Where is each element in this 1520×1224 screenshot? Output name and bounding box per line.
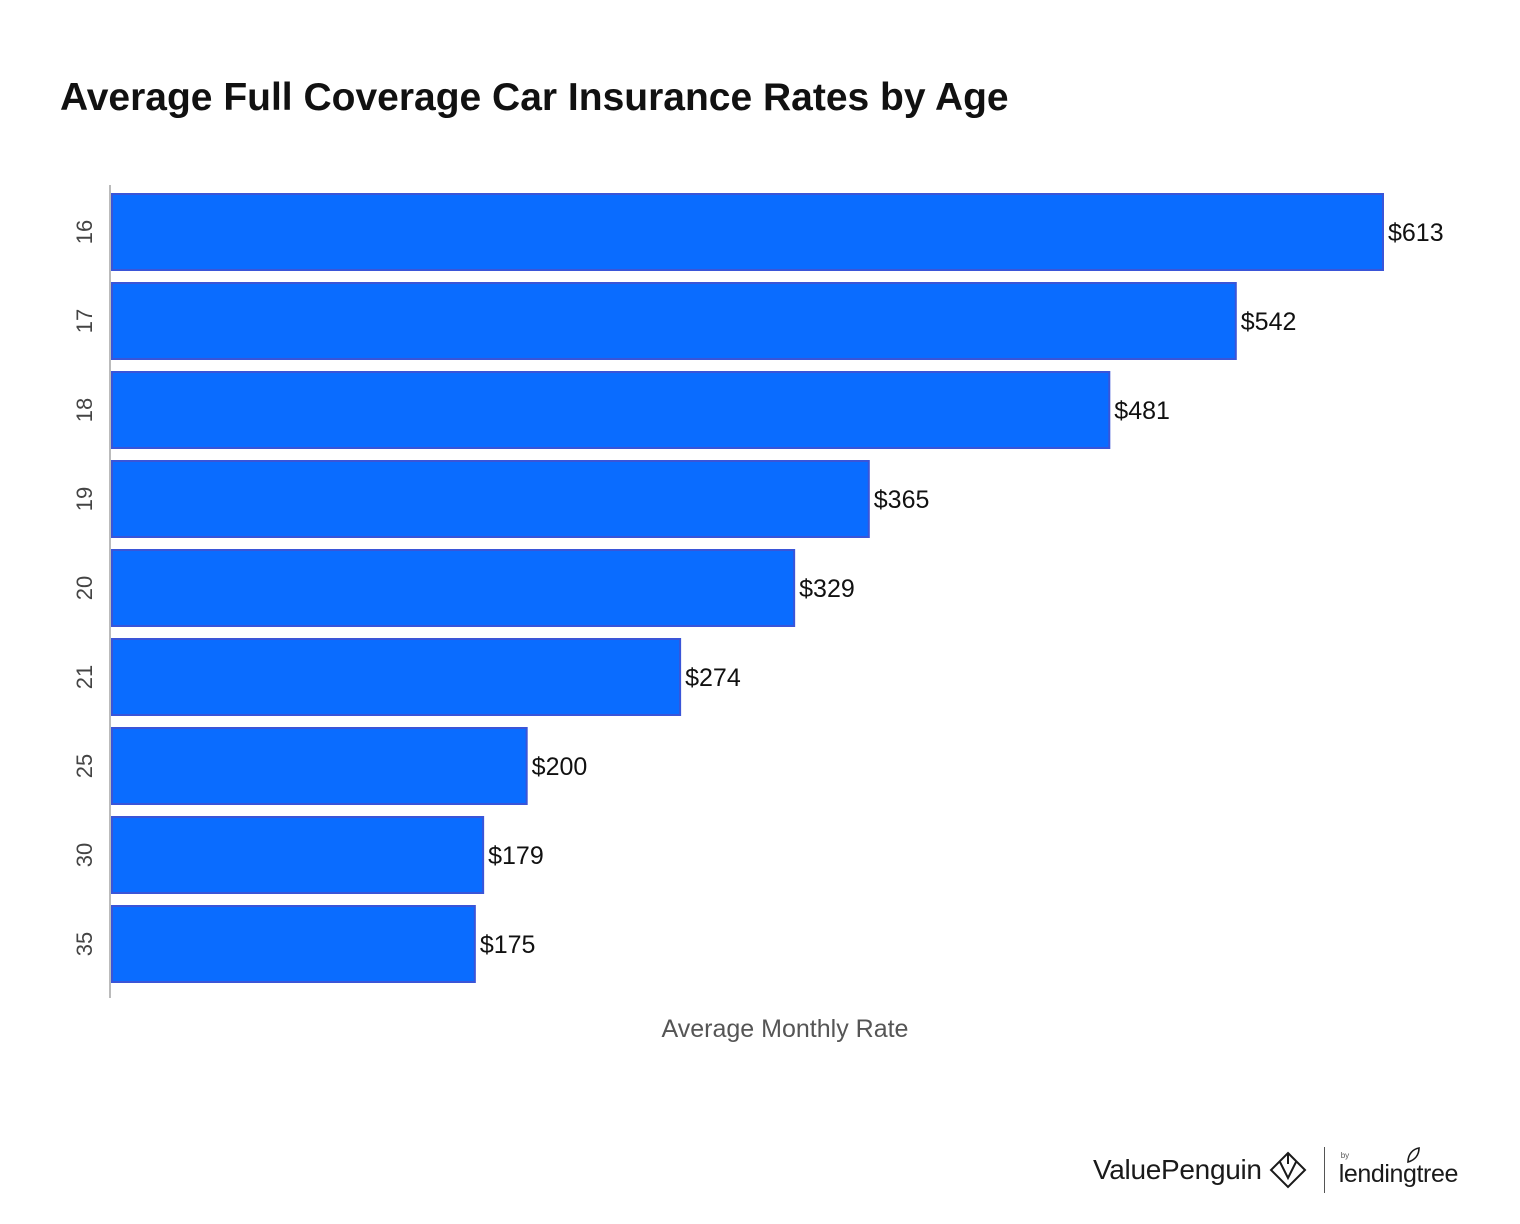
data-label-age-35: $175 — [480, 931, 536, 959]
data-label-age-16: $613 — [1388, 219, 1444, 247]
bar-age-21 — [111, 638, 682, 716]
data-label-age-21: $274 — [685, 664, 741, 692]
category-tick-30: 30 — [72, 843, 97, 867]
footer-branding: ValuePenguin by lendingtree — [1093, 1144, 1458, 1196]
data-label-age-18: $481 — [1114, 397, 1170, 425]
category-tick-17: 17 — [72, 309, 97, 333]
category-tick-35: 35 — [72, 932, 97, 956]
category-tick-19: 19 — [72, 487, 97, 511]
category-tick-16: 16 — [72, 220, 97, 244]
x-axis-label: Average Monthly Rate — [662, 1015, 909, 1043]
bar-age-16 — [111, 193, 1384, 271]
leaf-icon — [1406, 1147, 1420, 1164]
category-ticks-layer: 16 17 18 19 20 21 25 30 35 — [72, 220, 97, 956]
data-label-age-19: $365 — [874, 486, 930, 514]
bar-age-30 — [111, 816, 485, 894]
category-tick-18: 18 — [72, 398, 97, 422]
bar-age-17 — [111, 282, 1237, 360]
valuepenguin-diamond-icon — [1269, 1151, 1307, 1189]
category-tick-20: 20 — [72, 576, 97, 600]
lendingtree-logo-text: lendingtree — [1338, 1160, 1459, 1188]
data-label-age-20: $329 — [799, 575, 855, 603]
category-tick-25: 25 — [72, 754, 97, 778]
data-label-age-25: $200 — [532, 753, 588, 781]
data-label-age-17: $542 — [1241, 308, 1297, 336]
bar-age-18 — [111, 371, 1111, 449]
bar-age-35 — [111, 905, 476, 983]
footer-divider — [1323, 1147, 1325, 1193]
lendingtree-by-text: by — [1340, 1151, 1350, 1160]
valuepenguin-logo-text: ValuePenguin — [1092, 1154, 1262, 1185]
bar-age-20 — [111, 549, 796, 627]
bar-age-19 — [111, 460, 870, 538]
chart-title: Average Full Coverage Car Insurance Rate… — [60, 76, 1009, 119]
bar-age-25 — [111, 727, 528, 805]
category-tick-21: 21 — [72, 665, 97, 689]
bars-layer — [111, 193, 1384, 983]
data-label-age-30: $179 — [488, 842, 544, 870]
lendingtree-logo: by lendingtree — [1338, 1147, 1459, 1188]
data-labels-layer: $613 $542 $481 $365 $329 $274 $200 $179 $175 — [480, 219, 1444, 959]
